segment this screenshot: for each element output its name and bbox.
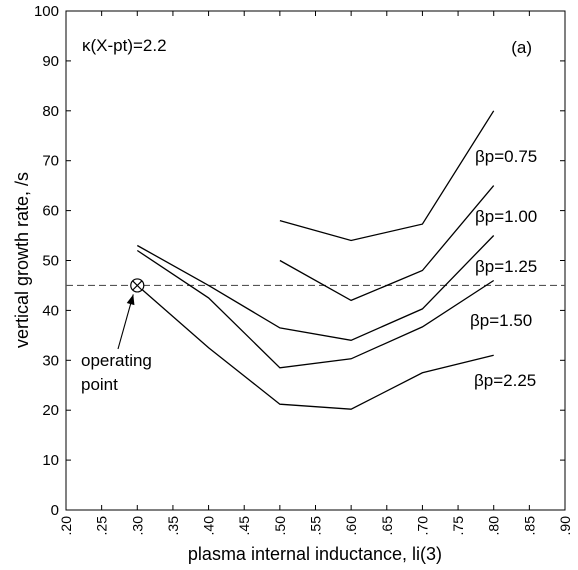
y-tick-label: 60 — [42, 203, 59, 220]
series-label: βp=2.25 — [474, 371, 536, 390]
x-tick-label: .25 — [94, 516, 110, 536]
x-tick-label: .40 — [201, 516, 217, 536]
x-tick-label: .60 — [343, 516, 359, 536]
y-tick-label: 0 — [51, 502, 59, 519]
series-lines — [136, 110, 495, 410]
operating-point-arrow — [117, 294, 135, 350]
x-tick-label: .35 — [165, 516, 181, 536]
x-axis-ticks: .20 .25 .30 .35 .40 .45 .50 .55 .60 .65 .70 .75 .80.… — [58, 11, 573, 535]
operating-point-label-line2: point — [81, 375, 118, 394]
x-tick-label: .30 — [129, 516, 145, 536]
arrow-head — [126, 294, 135, 306]
x-tick-label: .75 — [450, 516, 466, 536]
y-tick-label: 50 — [42, 253, 59, 270]
y-tick-label: 100 — [34, 3, 59, 20]
series-label: βp=1.00 — [475, 207, 537, 226]
x-tick-label: .50 — [272, 516, 288, 536]
series-line-3 — [136, 249, 495, 369]
operating-point-cross — [132, 280, 143, 291]
y-tick-label: 40 — [42, 302, 59, 319]
y-tick-label: 90 — [42, 53, 59, 70]
annotation-kappa: κ(X-pt)=2.2 — [82, 36, 167, 55]
x-axis-label: plasma internal inductance, li(3) — [188, 544, 442, 564]
x-tick-label: .45 — [236, 516, 252, 536]
y-tick-label: 80 — [42, 103, 59, 120]
series-line-1 — [279, 185, 495, 302]
plot-area — [65, 10, 566, 511]
operating-point-label-line1: operating — [81, 351, 152, 370]
x-tick-label: .55 — [308, 516, 324, 536]
series-labels: βp=0.75 βp=1.00 βp=1.25 βp=1.50 βp=2.25 — [470, 147, 537, 390]
series-label: βp=1.50 — [470, 311, 532, 330]
y-axis-label: vertical growth rate, /s — [12, 172, 32, 348]
y-tick-label: 70 — [42, 153, 59, 170]
x-tick-label: .20 — [58, 516, 74, 536]
x-tick-label: .65 — [379, 516, 395, 536]
x-tick-label: .90 — [557, 516, 573, 536]
operating-point-marker — [130, 278, 145, 293]
y-axis-ticks: 0 10 20 30 40 50 60 70 80 90 100 — [34, 3, 565, 519]
series-line-2 — [136, 235, 495, 341]
x-tick-label: .80 — [486, 516, 502, 536]
y-tick-label: 10 — [42, 452, 59, 469]
y-tick-label: 20 — [42, 402, 59, 419]
series-line-4 — [136, 284, 494, 410]
x-tick-label: .70 — [414, 516, 430, 536]
y-tick-label: 30 — [42, 352, 59, 369]
series-line-0 — [279, 110, 495, 242]
series-label: βp=0.75 — [475, 147, 537, 166]
x-tick-label: .85 — [521, 516, 537, 536]
series-label: βp=1.25 — [475, 257, 537, 276]
annotation-panel: (a) — [511, 38, 532, 57]
